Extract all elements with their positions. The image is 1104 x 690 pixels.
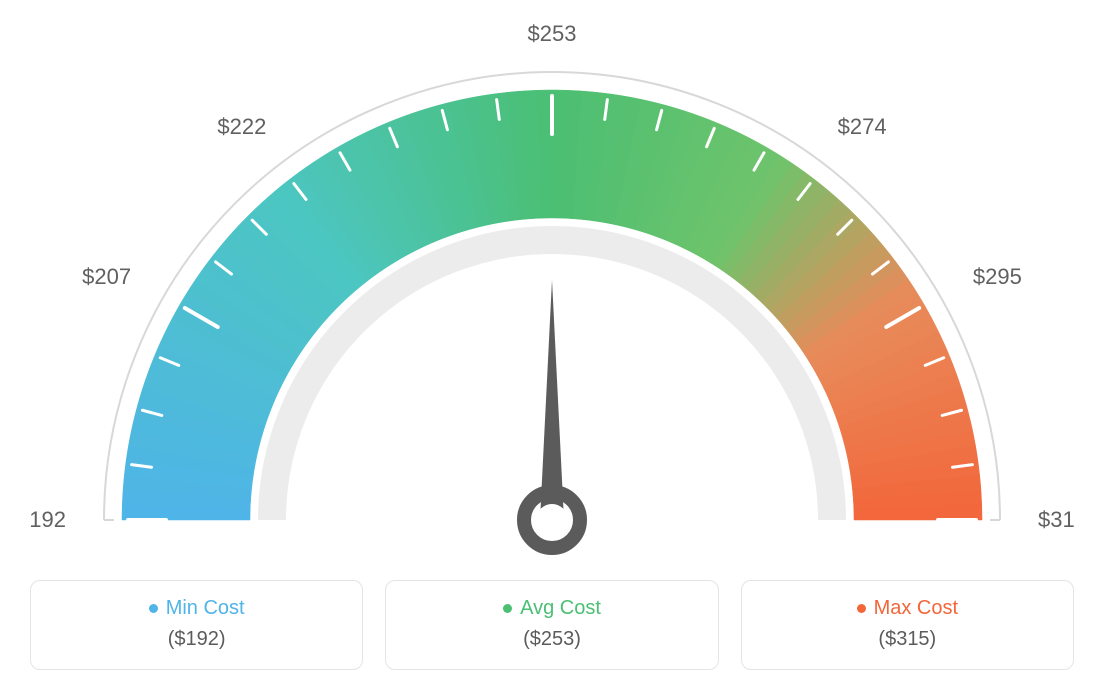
legend-card-avg: Avg Cost ($253) bbox=[385, 580, 718, 670]
legend-label-min: Min Cost bbox=[166, 597, 245, 620]
svg-text:$192: $192 bbox=[30, 507, 66, 532]
legend-value-min: ($192) bbox=[31, 628, 362, 651]
cost-gauge-chart: $192 $207 $222 $253 $274 $295 $315 bbox=[30, 20, 1074, 570]
legend-label-max: Max Cost bbox=[874, 597, 958, 620]
legend-card-max: Max Cost ($315) bbox=[741, 580, 1074, 670]
gauge-svg: $192 $207 $222 $253 $274 $295 $315 bbox=[30, 20, 1074, 570]
svg-text:$253: $253 bbox=[528, 21, 577, 46]
legend-title-max: Max Cost bbox=[857, 597, 958, 620]
legend-dot-max bbox=[857, 604, 866, 613]
legend-title-avg: Avg Cost bbox=[503, 597, 601, 620]
legend-row: Min Cost ($192) Avg Cost ($253) Max Cost… bbox=[30, 580, 1074, 670]
legend-dot-avg bbox=[503, 604, 512, 613]
svg-text:$274: $274 bbox=[838, 114, 887, 139]
legend-label-avg: Avg Cost bbox=[520, 597, 601, 620]
legend-dot-min bbox=[149, 604, 158, 613]
svg-text:$222: $222 bbox=[217, 114, 266, 139]
svg-text:$315: $315 bbox=[1038, 507, 1074, 532]
svg-text:$207: $207 bbox=[82, 264, 131, 289]
legend-value-max: ($315) bbox=[742, 628, 1073, 651]
legend-title-min: Min Cost bbox=[149, 597, 245, 620]
svg-text:$295: $295 bbox=[973, 264, 1022, 289]
legend-card-min: Min Cost ($192) bbox=[30, 580, 363, 670]
legend-value-avg: ($253) bbox=[386, 628, 717, 651]
